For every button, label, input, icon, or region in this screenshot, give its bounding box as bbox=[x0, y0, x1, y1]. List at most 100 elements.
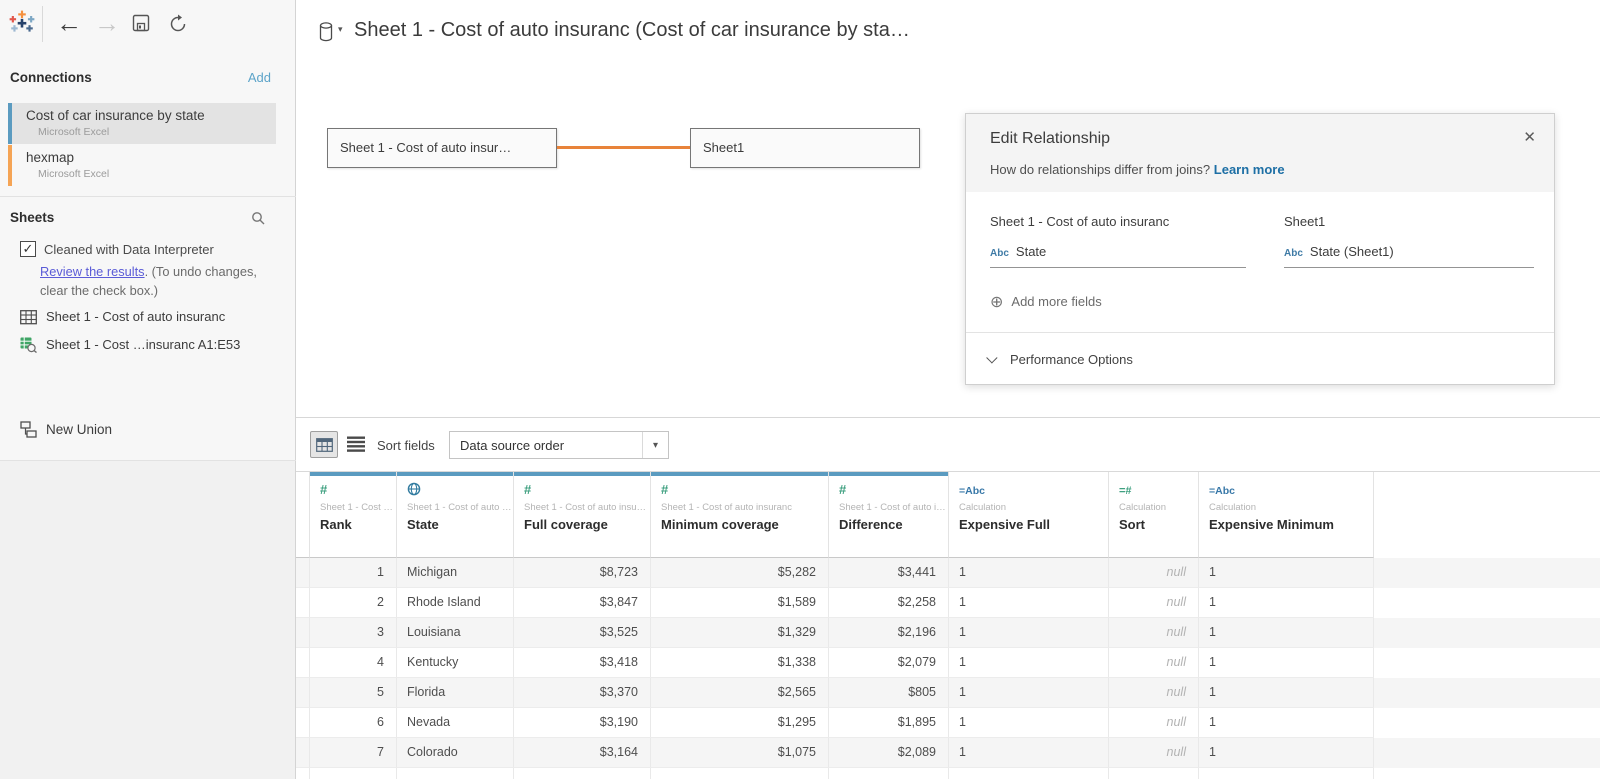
connection-item-cost-of-car-insurance[interactable]: Cost of car insurance by state Microsoft… bbox=[8, 103, 276, 144]
column-header-difference[interactable]: # Sheet 1 - Cost of auto i… Difference bbox=[829, 472, 949, 558]
new-union-icon bbox=[20, 421, 37, 438]
table-cell: 1 bbox=[949, 558, 1109, 588]
table-cell: $2,089 bbox=[829, 738, 949, 768]
column-source: Sheet 1 - Cost of auto … bbox=[407, 502, 512, 513]
table-cell: 1 bbox=[949, 678, 1109, 708]
calculation-string-icon: =Abc bbox=[1209, 485, 1235, 497]
column-accent-bar bbox=[514, 472, 650, 476]
canvas-table-left[interactable]: Sheet 1 - Cost of auto insur… bbox=[327, 128, 557, 168]
table-cell bbox=[310, 768, 397, 779]
add-connection-link[interactable]: Add bbox=[247, 70, 271, 85]
column-header-rank[interactable]: # Sheet 1 - Cost … Rank bbox=[310, 472, 397, 558]
column-name: Expensive Full bbox=[959, 517, 1051, 532]
table-cell bbox=[514, 768, 651, 779]
table-cell: Colorado bbox=[397, 738, 514, 768]
left-field-select[interactable]: Abc State bbox=[990, 244, 1246, 268]
connections-title: Connections bbox=[10, 70, 92, 85]
column-header-minimum-coverage[interactable]: # Sheet 1 - Cost of auto insuranc Minimum … bbox=[651, 472, 829, 558]
sort-order-select[interactable]: Data source order ▾ bbox=[449, 431, 669, 459]
table-cell: 1 bbox=[949, 738, 1109, 768]
column-source: Sheet 1 - Cost of auto insuranc bbox=[661, 502, 792, 513]
table-cell: 1 bbox=[1199, 708, 1374, 738]
datasource-dropdown-caret[interactable]: ▾ bbox=[338, 24, 343, 34]
table-cell: 5 bbox=[310, 678, 397, 708]
refresh-button[interactable] bbox=[167, 13, 189, 35]
table-cell: 1 bbox=[1199, 678, 1374, 708]
save-button[interactable] bbox=[131, 13, 151, 33]
number-icon: # bbox=[661, 482, 669, 497]
column-header-expensive-minimum[interactable]: =Abc Calculation Expensive Minimum bbox=[1199, 472, 1374, 558]
data-interpreter-label: Cleaned with Data Interpreter bbox=[44, 242, 214, 257]
column-header-state[interactable]: Sheet 1 - Cost of auto … State bbox=[397, 472, 514, 558]
grid-body: 1 Michigan $8,723 $5,282 $3,441 1 null 1 2 Rhode … bbox=[296, 558, 1600, 779]
sidebar-divider bbox=[0, 196, 296, 197]
connection-accent-bar bbox=[8, 103, 12, 144]
column-accent-bar bbox=[829, 472, 948, 476]
table-cell: $1,295 bbox=[651, 708, 829, 738]
chevron-down-icon bbox=[986, 352, 998, 364]
table-cell: 1 bbox=[949, 588, 1109, 618]
undo-button[interactable]: ← bbox=[56, 8, 82, 38]
table-row: 1 Michigan $8,723 $5,282 $3,441 1 null 1 bbox=[296, 558, 1600, 588]
table-cell: 1 bbox=[949, 648, 1109, 678]
close-icon[interactable]: ✕ bbox=[1523, 129, 1536, 146]
grid-view-button[interactable] bbox=[310, 431, 338, 458]
grid-header-row: # Sheet 1 - Cost … Rank Sheet 1 - Cost of a… bbox=[296, 472, 1600, 558]
sheet-item-label: Sheet 1 - Cost of auto insuranc bbox=[46, 309, 226, 324]
sheets-search-icon[interactable] bbox=[251, 211, 265, 225]
left-table-name: Sheet 1 - Cost of auto insuranc bbox=[990, 214, 1170, 229]
column-header-full-coverage[interactable]: # Sheet 1 - Cost of auto insu… Full covera… bbox=[514, 472, 651, 558]
number-icon: # bbox=[839, 482, 847, 497]
review-results-link[interactable]: Review the results bbox=[40, 264, 145, 279]
dropdown-caret-icon[interactable]: ▾ bbox=[642, 432, 668, 458]
left-sidebar: ← → Connections Add Cost of car insuranc… bbox=[0, 0, 296, 779]
toolbar-divider bbox=[42, 6, 43, 42]
add-more-fields-button[interactable]: ⊕ Add more fields bbox=[990, 292, 1102, 312]
table-row: 3 Louisiana $3,525 $1,329 $2,196 1 null 1 bbox=[296, 618, 1600, 648]
data-interpreter-checkbox[interactable]: ✓ bbox=[20, 241, 36, 257]
table-row: 6 Nevada $3,190 $1,295 $1,895 1 null 1 bbox=[296, 708, 1600, 738]
connection-item-hexmap[interactable]: hexmap Microsoft Excel bbox=[8, 145, 276, 186]
column-name: Expensive Minimum bbox=[1209, 517, 1334, 532]
database-icon[interactable] bbox=[318, 22, 334, 42]
column-source: Calculation bbox=[1209, 502, 1256, 513]
table-cell: $1,075 bbox=[651, 738, 829, 768]
connection-type: Microsoft Excel bbox=[38, 168, 110, 180]
table-cell: 3 bbox=[310, 618, 397, 648]
table-row: 7 Colorado $3,164 $1,075 $2,089 1 null 1 bbox=[296, 738, 1600, 768]
calculation-string-icon: =Abc bbox=[959, 485, 985, 497]
right-field-select[interactable]: Abc State (Sheet1) bbox=[1284, 244, 1534, 268]
column-name: Rank bbox=[320, 517, 352, 532]
table-cell bbox=[1109, 768, 1199, 779]
column-source: Sheet 1 - Cost … bbox=[320, 502, 393, 513]
column-accent-bar bbox=[1109, 472, 1198, 476]
metadata-view-button[interactable] bbox=[347, 436, 365, 452]
edit-relationship-body: Sheet 1 - Cost of auto insuranc Sheet1 A… bbox=[966, 192, 1554, 386]
edit-relationship-header: Edit Relationship How do relationships d… bbox=[966, 114, 1554, 192]
review-results-line: Review the results. (To undo changes, bbox=[40, 264, 257, 279]
table-cell: null bbox=[1109, 558, 1199, 588]
table-cell bbox=[829, 768, 949, 779]
redo-button[interactable]: → bbox=[94, 8, 120, 38]
column-accent-bar bbox=[1199, 472, 1373, 476]
question-text: How do relationships differ from joins? bbox=[990, 162, 1211, 177]
row-gutter bbox=[296, 708, 310, 738]
performance-options-toggle[interactable]: Performance Options bbox=[986, 352, 1133, 367]
learn-more-link[interactable]: Learn more bbox=[1213, 162, 1285, 177]
table-cell: 1 bbox=[949, 708, 1109, 738]
table-cell: Kentucky bbox=[397, 648, 514, 678]
relationship-noodle[interactable] bbox=[557, 146, 690, 149]
review-results-line2: clear the check box.) bbox=[40, 283, 159, 298]
sort-order-value: Data source order bbox=[460, 437, 565, 453]
column-header-expensive-full[interactable]: =Abc Calculation Expensive Full bbox=[949, 472, 1109, 558]
row-gutter bbox=[296, 558, 310, 588]
sheet-item-label: Sheet 1 - Cost …insuranc A1:E53 bbox=[46, 337, 241, 352]
data-grid-section: Sort fields Data source order ▾ # Sheet 1… bbox=[296, 418, 1600, 779]
canvas-table-right[interactable]: Sheet1 bbox=[690, 128, 920, 168]
sidebar-divider bbox=[0, 460, 296, 461]
table-cell: null bbox=[1109, 708, 1199, 738]
right-field-value: State (Sheet1) bbox=[1309, 244, 1394, 259]
column-header-sort[interactable]: =# Calculation Sort bbox=[1109, 472, 1199, 558]
right-table-name: Sheet1 bbox=[1284, 214, 1326, 229]
table-cell: $2,565 bbox=[651, 678, 829, 708]
